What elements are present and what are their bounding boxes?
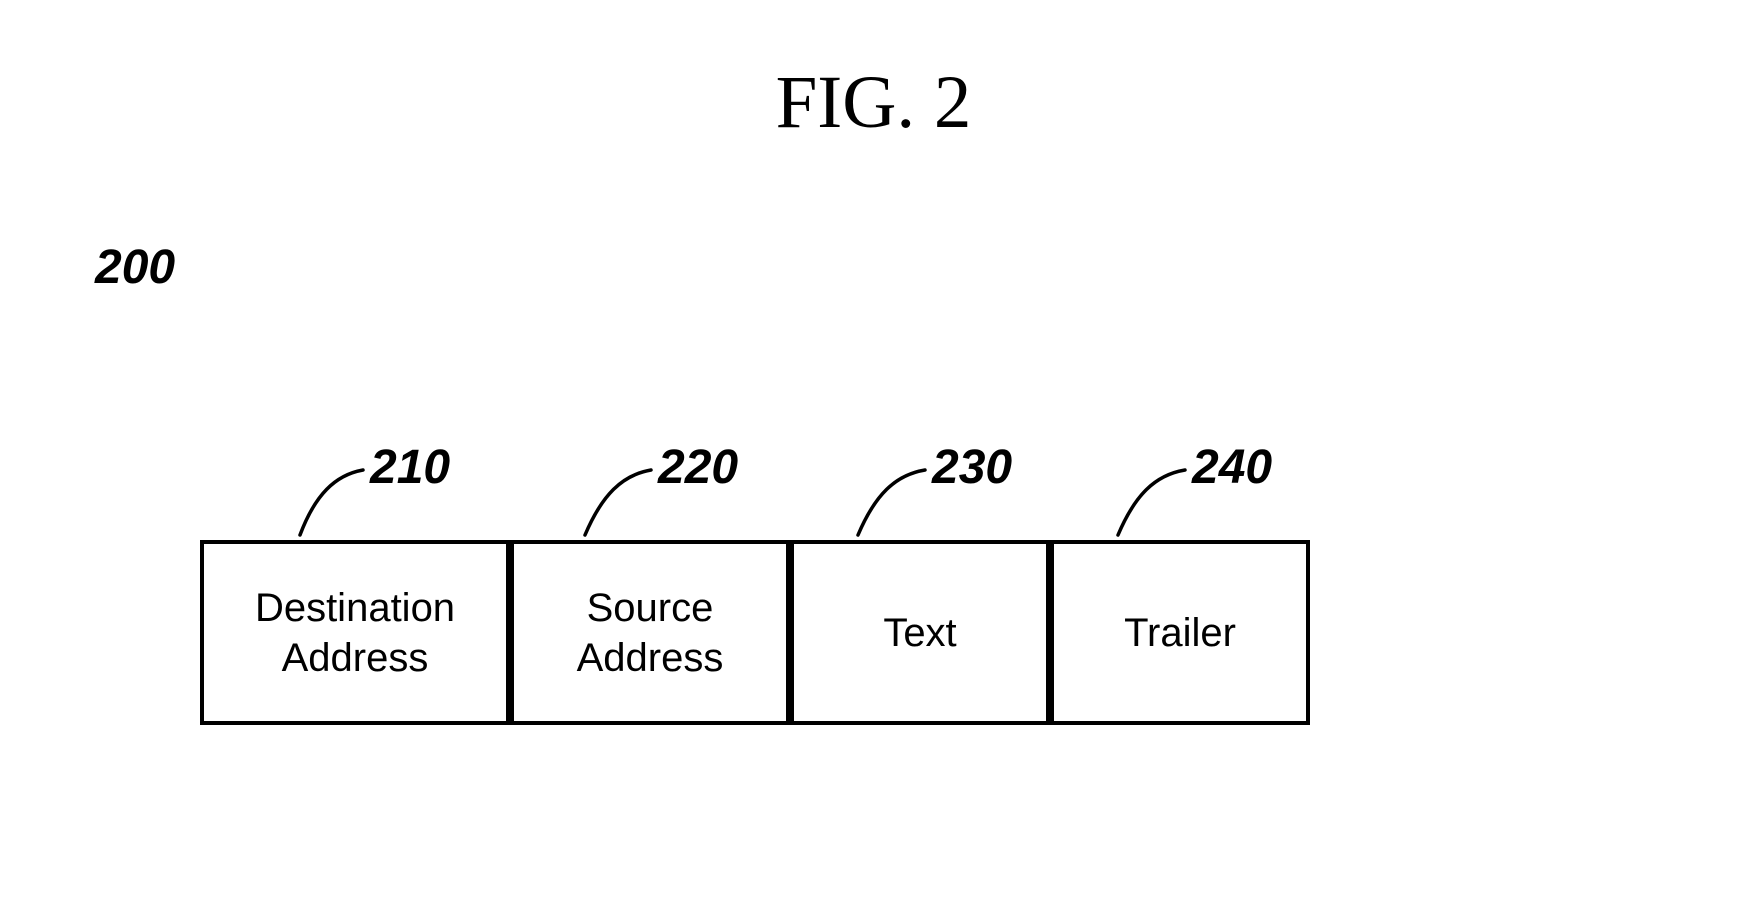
leader-lines [0, 0, 1747, 897]
leader-curve [858, 470, 925, 535]
leader-curve [585, 470, 651, 535]
leader-curve [1118, 470, 1185, 535]
leader-curve [300, 470, 363, 535]
